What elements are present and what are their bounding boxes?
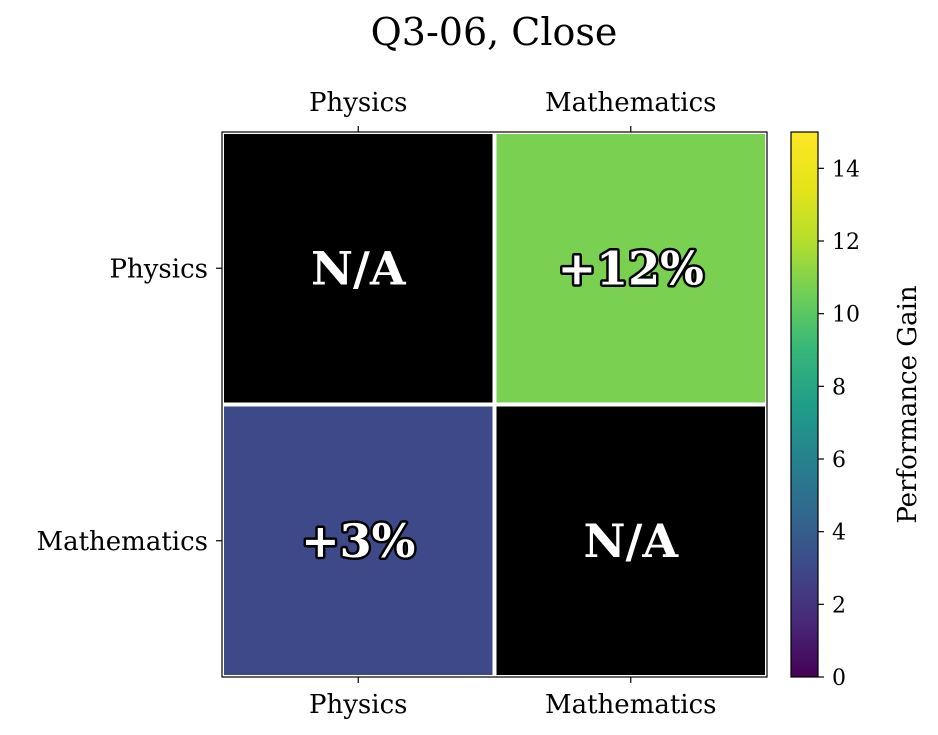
colorbar-tick-label: 12: [832, 230, 860, 255]
cell-label: N/A: [311, 241, 407, 295]
cell-label: N/A: [583, 514, 679, 568]
y-tick-label: Physics: [110, 254, 209, 284]
colorbar-tick-label: 14: [832, 157, 860, 182]
colorbar-tick-label: 4: [832, 521, 846, 546]
heatmap-cell: [220, 130, 497, 407]
heatmap-cell: [220, 402, 497, 679]
x-tick-label-bottom: Mathematics: [545, 690, 717, 720]
cell-label: +3%: [301, 514, 415, 568]
colorbar-tick-label: 6: [832, 448, 846, 473]
colorbar-tick-label: 0: [832, 666, 846, 691]
colorbar-label: Performance Gain: [893, 285, 923, 524]
chart-title: Q3-06, Close: [370, 10, 618, 54]
x-tick-label-bottom: Physics: [309, 690, 408, 720]
colorbar-tick-label: 2: [832, 593, 846, 618]
x-tick-label-top: Physics: [309, 88, 408, 118]
y-tick-label: Mathematics: [36, 527, 208, 557]
colorbar-tick-label: 10: [832, 303, 860, 328]
axes-frame: [221, 131, 768, 678]
cell-label: +12%: [558, 241, 704, 295]
x-tick-label-top: Mathematics: [545, 88, 717, 118]
colorbar: [790, 131, 819, 678]
colorbar-tick-label: 8: [832, 375, 846, 400]
